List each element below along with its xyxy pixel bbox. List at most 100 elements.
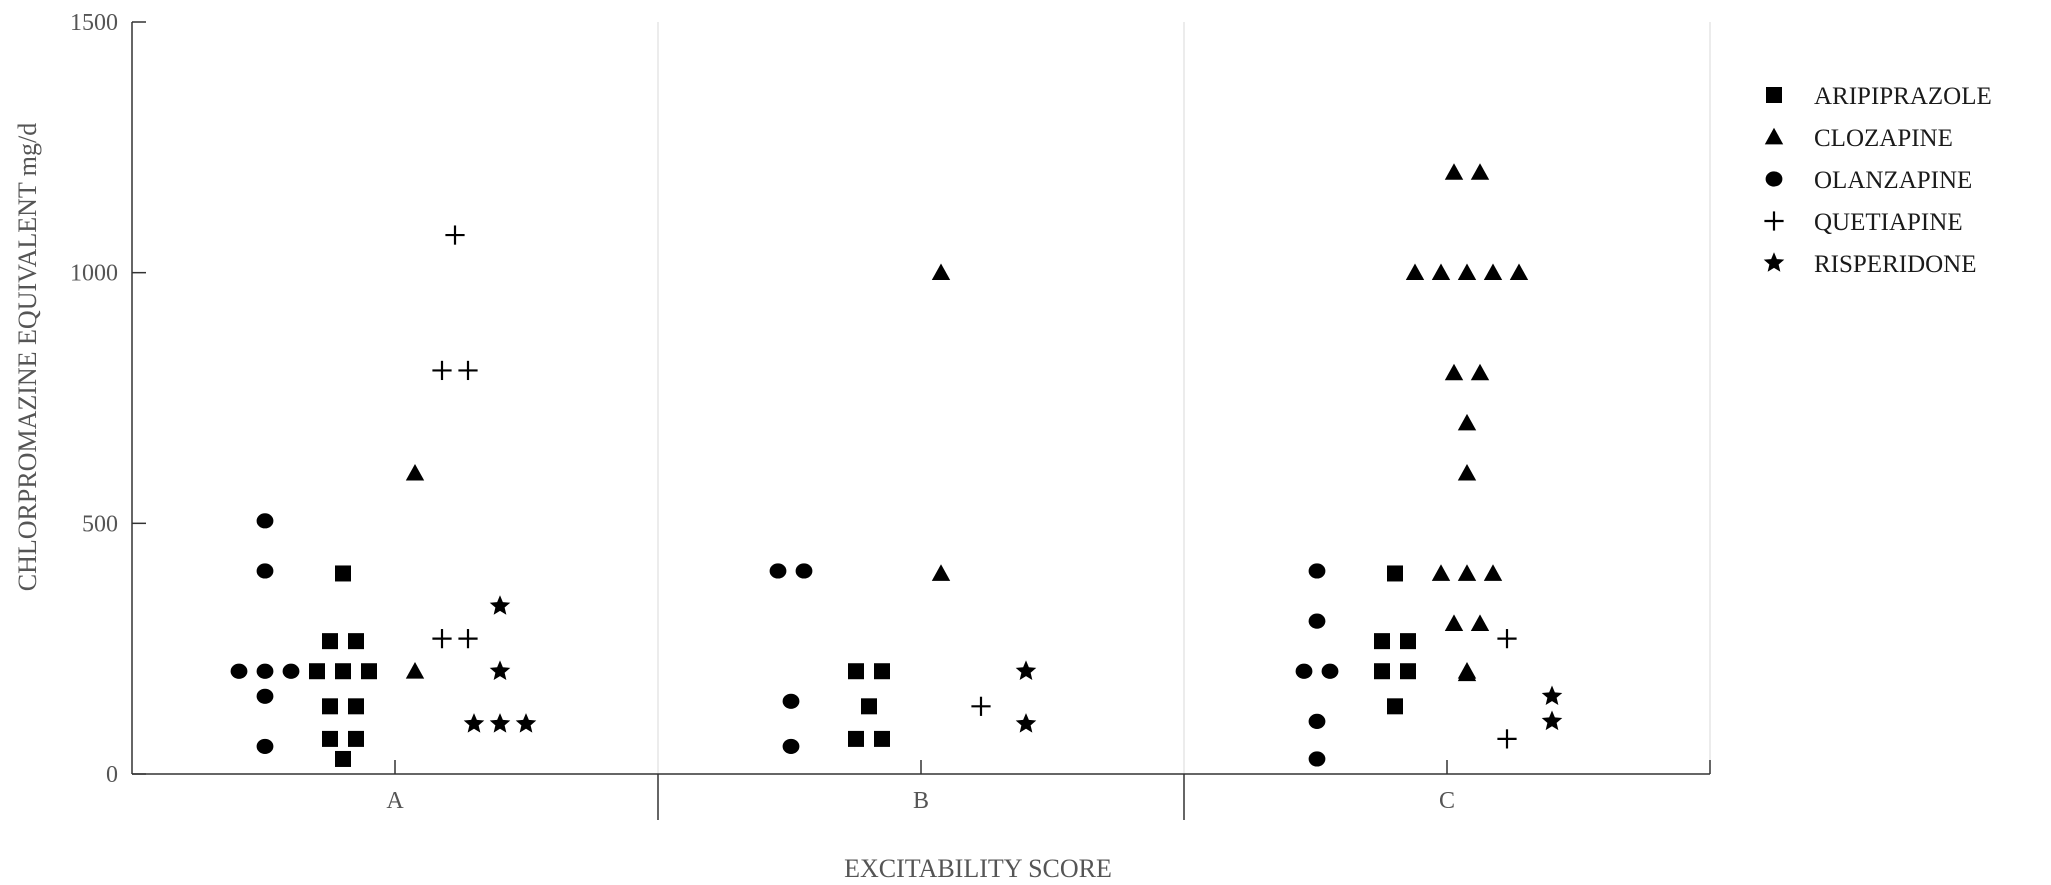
clozapine-point bbox=[405, 464, 425, 481]
olanzapine-point bbox=[795, 563, 813, 579]
olanzapine-point bbox=[256, 513, 274, 529]
quetiapine-point bbox=[1497, 729, 1517, 749]
quetiapine-point bbox=[971, 696, 991, 716]
olanzapine-point bbox=[230, 663, 248, 679]
olanzapine-point bbox=[256, 688, 274, 704]
aripiprazole-point bbox=[1387, 565, 1403, 582]
x-tick-label: B bbox=[913, 788, 929, 814]
legend-item-aripiprazole: ARIPIPRAZOLE bbox=[1766, 83, 1992, 110]
legend-item-quetiapine: QUETIAPINE bbox=[1764, 209, 1963, 236]
quetiapine-point bbox=[1497, 629, 1517, 649]
aripiprazole-point bbox=[361, 663, 377, 680]
y-tick-label: 0 bbox=[106, 762, 118, 788]
aripiprazole-point bbox=[335, 750, 351, 767]
risperidone-point bbox=[463, 713, 485, 733]
aripiprazole-point bbox=[348, 633, 364, 650]
olanzapine-point bbox=[1308, 751, 1326, 767]
olanzapine-point bbox=[1308, 713, 1326, 729]
risperidone-point bbox=[1541, 710, 1563, 731]
clozapine-point bbox=[1444, 163, 1464, 180]
clozapine-point bbox=[1431, 564, 1451, 581]
olanzapine-point bbox=[282, 663, 300, 679]
clozapine-point bbox=[1457, 564, 1477, 581]
clozapine-point bbox=[1457, 263, 1477, 281]
risperidone-point bbox=[1541, 685, 1563, 706]
risperidone-point bbox=[489, 713, 511, 733]
clozapine-point bbox=[1470, 614, 1490, 631]
clozapine-point bbox=[1457, 464, 1477, 481]
quetiapine-point bbox=[458, 360, 478, 381]
legend-label: OLANZAPINE bbox=[1814, 167, 1972, 194]
aripiprazole-point bbox=[1400, 633, 1416, 650]
legend-label: CLOZAPINE bbox=[1814, 125, 1953, 152]
clozapine-point bbox=[405, 662, 425, 679]
aripiprazole-point bbox=[309, 663, 325, 680]
aripiprazole-point bbox=[1374, 633, 1390, 650]
x-tick-label: C bbox=[1439, 788, 1455, 814]
legend-item-risperidone: RISPERIDONE bbox=[1763, 251, 1977, 278]
aripiprazole-point bbox=[1387, 698, 1403, 715]
aripiprazole-point bbox=[348, 730, 364, 747]
legend-marker-triangle bbox=[1764, 127, 1784, 145]
aripiprazole-point bbox=[848, 730, 864, 747]
clozapine-point bbox=[1483, 263, 1503, 281]
clozapine-point bbox=[1457, 664, 1477, 682]
y-tick-label: 1000 bbox=[70, 261, 118, 287]
olanzapine-point bbox=[1308, 563, 1326, 579]
olanzapine-point bbox=[256, 738, 274, 755]
quetiapine-point bbox=[432, 629, 452, 649]
legend-label: QUETIAPINE bbox=[1814, 209, 1963, 236]
legend-item-olanzapine: OLANZAPINE bbox=[1765, 167, 1972, 194]
grid-layer bbox=[657, 22, 1711, 774]
olanzapine-point bbox=[769, 563, 787, 579]
legend-marker-circle bbox=[1765, 171, 1783, 187]
legend-item-clozapine: CLOZAPINE bbox=[1764, 125, 1953, 152]
legend-marker-square bbox=[1766, 87, 1782, 103]
x-axis-title: EXCITABILITY SCORE bbox=[844, 854, 1112, 883]
y-tick-label: 1500 bbox=[70, 10, 118, 36]
risperidone-point bbox=[489, 595, 511, 615]
aripiprazole-point bbox=[335, 565, 351, 582]
clozapine-point bbox=[1444, 363, 1464, 381]
aripiprazole-point bbox=[848, 663, 864, 680]
legend-label: RISPERIDONE bbox=[1814, 251, 1977, 278]
olanzapine-point bbox=[256, 663, 274, 679]
legend-marker-star bbox=[1763, 252, 1785, 272]
olanzapine-point bbox=[256, 563, 274, 579]
olanzapine-point bbox=[1295, 663, 1313, 679]
aripiprazole-point bbox=[322, 698, 338, 715]
aripiprazole-point bbox=[348, 698, 364, 715]
y-axis-title: CHLORPROMAZINE EQUIVALENT mg/d bbox=[13, 123, 42, 591]
clozapine-point bbox=[1444, 614, 1464, 631]
olanzapine-point bbox=[782, 693, 800, 709]
olanzapine-point bbox=[1321, 663, 1339, 679]
clozapine-point bbox=[1483, 564, 1503, 581]
aripiprazole-point bbox=[874, 663, 890, 680]
legend-label: ARIPIPRAZOLE bbox=[1814, 83, 1992, 110]
risperidone-point bbox=[489, 660, 511, 680]
risperidone-point bbox=[1015, 713, 1037, 733]
quetiapine-point bbox=[432, 360, 452, 381]
clozapine-point bbox=[1470, 163, 1490, 180]
clozapine-point bbox=[1431, 263, 1451, 281]
risperidone-point bbox=[515, 713, 537, 733]
x-tick-label: A bbox=[386, 788, 404, 814]
aripiprazole-point bbox=[861, 698, 877, 715]
clozapine-point bbox=[1405, 263, 1425, 281]
clozapine-point bbox=[1470, 363, 1490, 381]
olanzapine-point bbox=[782, 738, 800, 755]
aripiprazole-point bbox=[1400, 663, 1416, 680]
aripiprazole-point bbox=[322, 730, 338, 747]
olanzapine-point bbox=[1308, 613, 1326, 629]
clozapine-point bbox=[1509, 263, 1529, 281]
clozapine-point bbox=[931, 263, 951, 281]
quetiapine-point bbox=[458, 629, 478, 649]
legend: ARIPIPRAZOLE CLOZAPINE OLANZAPINE QUETIAPIN… bbox=[1763, 83, 1992, 278]
aripiprazole-point bbox=[1374, 663, 1390, 680]
legend-marker-plus bbox=[1764, 211, 1784, 231]
points-layer bbox=[230, 163, 1563, 767]
clozapine-point bbox=[931, 564, 951, 581]
aripiprazole-point bbox=[322, 633, 338, 650]
quetiapine-point bbox=[445, 225, 465, 245]
